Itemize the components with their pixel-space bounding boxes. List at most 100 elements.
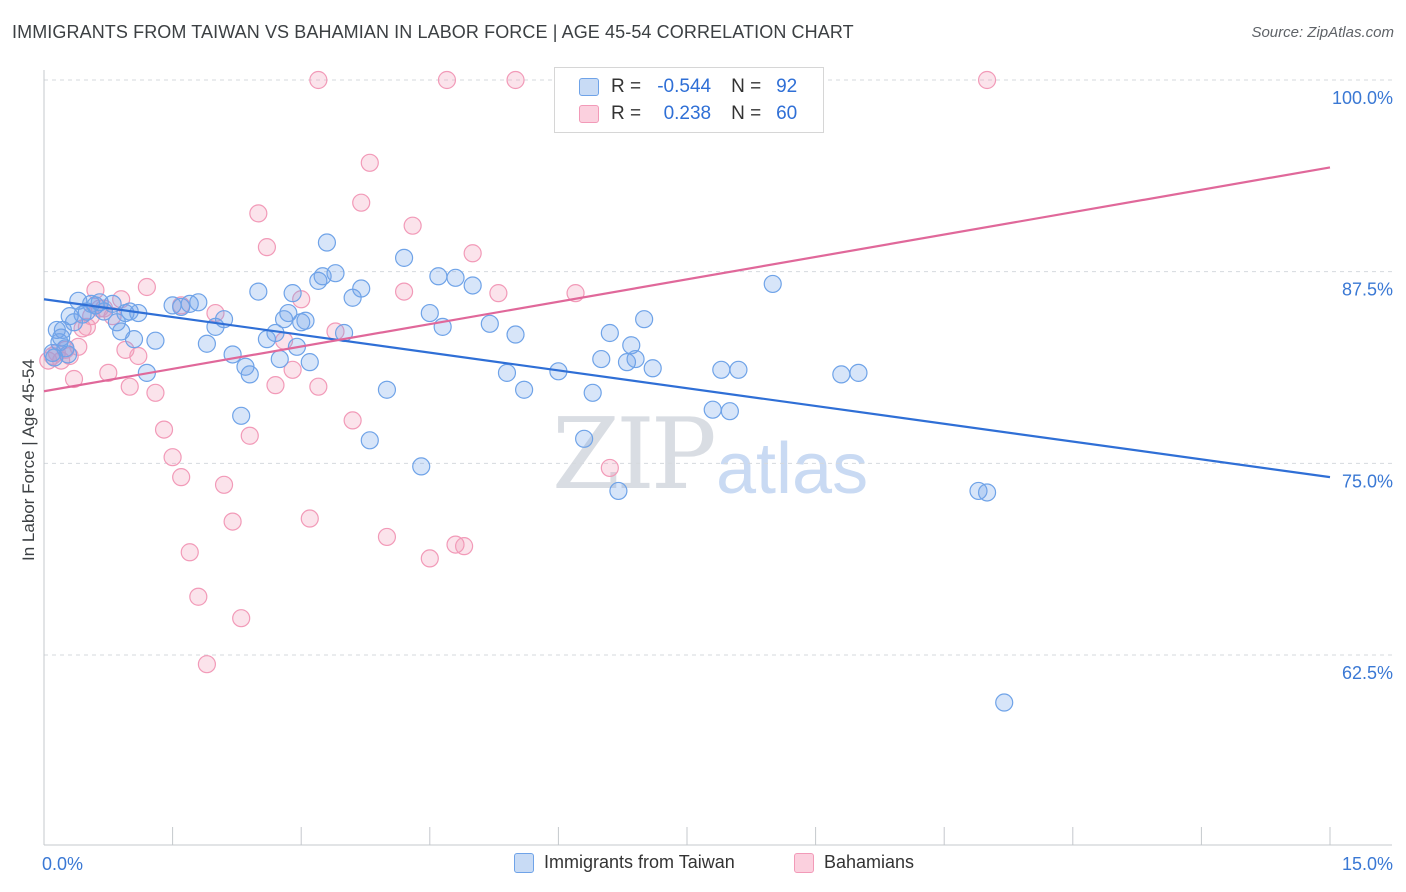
taiwan-point: [480, 314, 499, 333]
r-label: R =: [611, 76, 642, 97]
bahamian-swatch: [579, 105, 599, 123]
taiwan-point: [497, 363, 517, 382]
bottom-legend-bahamian: Bahamians: [794, 852, 914, 873]
watermark-atlas: atlas: [716, 429, 869, 509]
bahamian-trend-line: [43, 166, 1331, 393]
bahamian-point: [360, 153, 379, 172]
bahamian-point: [420, 549, 439, 568]
taiwan-point: [720, 402, 739, 421]
taiwan-point: [622, 336, 641, 355]
bahamian-point: [300, 509, 319, 528]
taiwan-point: [197, 334, 216, 353]
bahamian-point: [146, 383, 165, 402]
taiwan-point: [712, 360, 731, 379]
y-tick-label: 62.5%: [1342, 663, 1393, 683]
taiwan-points: [43, 233, 1014, 712]
chart-source: Source: ZipAtlas.com: [1251, 24, 1394, 41]
bahamian-point: [600, 458, 619, 478]
taiwan-point: [189, 293, 208, 312]
n-label: N =: [731, 103, 762, 124]
bahamian-n-value: 60: [776, 103, 798, 124]
axis-labels: 62.5% 75.0% 87.5% 100.0% 0.0% 15.0% In Labor F…: [19, 88, 1393, 874]
taiwan-point: [643, 359, 662, 378]
taiwan-point: [506, 325, 525, 344]
taiwan-point: [377, 380, 397, 399]
bahamian-point: [506, 70, 525, 90]
bahamian-point: [64, 369, 84, 389]
bahamian-point: [180, 543, 199, 562]
taiwan-point: [124, 330, 144, 349]
taiwan-point: [575, 429, 594, 448]
taiwan-point: [763, 274, 782, 294]
taiwan-point: [58, 345, 78, 364]
taiwan-point: [703, 400, 722, 419]
legend-row-bahamian: R = 0.238 N = 60: [579, 102, 797, 126]
taiwan-point: [635, 310, 654, 329]
taiwan-r-value: -0.544: [657, 76, 712, 97]
bahamian-point: [172, 468, 191, 487]
correlation-legend: R = -0.544 N = 92 R = 0.238 N = 60: [554, 67, 824, 133]
taiwan-point: [232, 406, 251, 425]
taiwan-point: [240, 365, 259, 384]
bahamian-point: [232, 609, 251, 628]
bahamian-point: [112, 290, 131, 309]
bahamian-point: [189, 587, 208, 606]
taiwan-point: [729, 360, 748, 379]
bahamian-point: [257, 238, 277, 257]
bottom-legend-taiwan: Immigrants from Taiwan: [514, 852, 735, 873]
taiwan-point: [317, 233, 337, 252]
bahamian-point: [463, 244, 482, 263]
bahamian-point: [352, 193, 371, 212]
taiwan-legend-label: Immigrants from Taiwan: [544, 852, 735, 872]
taiwan-point: [446, 268, 465, 287]
taiwan-point: [283, 284, 302, 303]
taiwan-point: [394, 248, 414, 267]
taiwan-point: [832, 365, 851, 384]
n-label: N =: [731, 76, 762, 97]
watermark-zip: ZIP: [552, 398, 717, 512]
bahamian-point: [223, 512, 242, 531]
taiwan-point: [609, 481, 628, 501]
y-axis-label: In Labor Force | Age 45-54: [19, 359, 38, 561]
bahamian-point: [454, 537, 474, 556]
bahamian-legend-label: Bahamians: [824, 852, 915, 872]
taiwan-point: [279, 303, 298, 323]
taiwan-point: [849, 363, 868, 382]
taiwan-n-value: 92: [776, 76, 798, 97]
taiwan-point: [249, 282, 268, 301]
x-tick-label-max: 15.0%: [1342, 854, 1393, 874]
bahamian-point: [163, 448, 182, 467]
taiwan-point: [53, 320, 72, 340]
y-tick-label: 75.0%: [1342, 471, 1393, 491]
bahamian-point: [403, 216, 422, 235]
taiwan-point: [977, 483, 997, 502]
bahamian-point: [977, 70, 997, 90]
taiwan-trend-line: [43, 298, 1331, 479]
bahamian-point: [309, 377, 328, 396]
taiwan-point: [270, 349, 289, 369]
r-label: R =: [611, 103, 642, 124]
bahamian-legend-swatch: [794, 852, 814, 873]
taiwan-point: [626, 349, 645, 369]
taiwan-point: [420, 303, 439, 323]
taiwan-point: [429, 267, 448, 286]
bahamian-point: [137, 277, 156, 297]
axes: [43, 70, 1392, 846]
taiwan-point: [600, 323, 619, 343]
taiwan-point: [515, 380, 534, 399]
taiwan-swatch: [579, 78, 599, 96]
bahamian-point: [120, 377, 139, 396]
bahamian-point: [394, 282, 414, 301]
y-tick-label: 100.0%: [1332, 88, 1393, 108]
bahamian-point: [309, 70, 328, 90]
bahamian-point: [343, 411, 362, 430]
taiwan-point: [412, 457, 431, 476]
bahamian-point: [489, 284, 508, 303]
bahamian-point: [154, 420, 174, 439]
taiwan-point: [300, 353, 319, 372]
taiwan-point: [146, 331, 165, 350]
taiwan-point: [296, 311, 315, 330]
taiwan-point: [360, 431, 379, 450]
taiwan-legend-swatch: [514, 852, 534, 873]
